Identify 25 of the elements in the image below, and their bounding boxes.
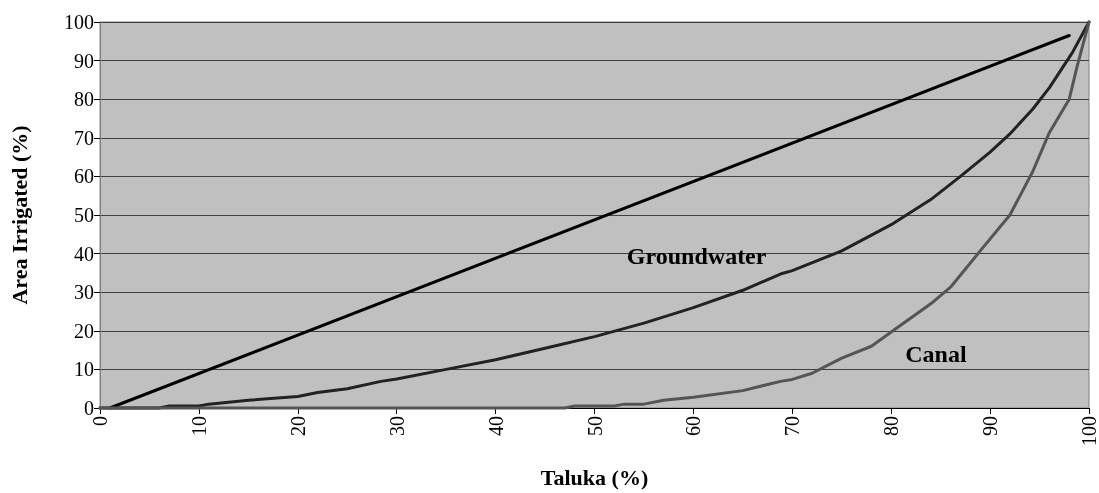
- x-tick-label: 50: [583, 416, 606, 436]
- y-tick-label: 30: [74, 281, 94, 304]
- x-axis-title: Taluka (%): [540, 464, 649, 490]
- x-tick-label: 90: [979, 416, 1002, 436]
- y-tick-label: 20: [74, 319, 94, 342]
- y-tick-label: 40: [74, 242, 94, 265]
- x-tick-label: 60: [682, 416, 705, 436]
- y-tick-label: 100: [64, 11, 94, 33]
- y-tick-label: 50: [74, 204, 94, 226]
- y-tick-label: 90: [74, 49, 94, 72]
- y-tick-label: 60: [74, 165, 94, 188]
- x-tick-label: 30: [385, 416, 408, 436]
- y-tick-label: 80: [74, 88, 94, 111]
- x-tick-label: 80: [880, 416, 903, 436]
- x-tick-label: 20: [286, 416, 309, 436]
- y-tick-label: 0: [84, 397, 94, 419]
- series-label: Canal: [905, 340, 967, 367]
- x-tick-label: 40: [484, 416, 507, 436]
- x-tick-label: 10: [187, 416, 210, 436]
- y-tick-label: 70: [74, 126, 94, 149]
- y-tick-label: 10: [74, 358, 94, 381]
- x-tick-label: 70: [781, 416, 804, 436]
- y-axis-title: Area Irrigated (%): [6, 125, 32, 305]
- x-tick-label: 100: [1078, 416, 1099, 446]
- x-tick-label: 0: [89, 416, 111, 426]
